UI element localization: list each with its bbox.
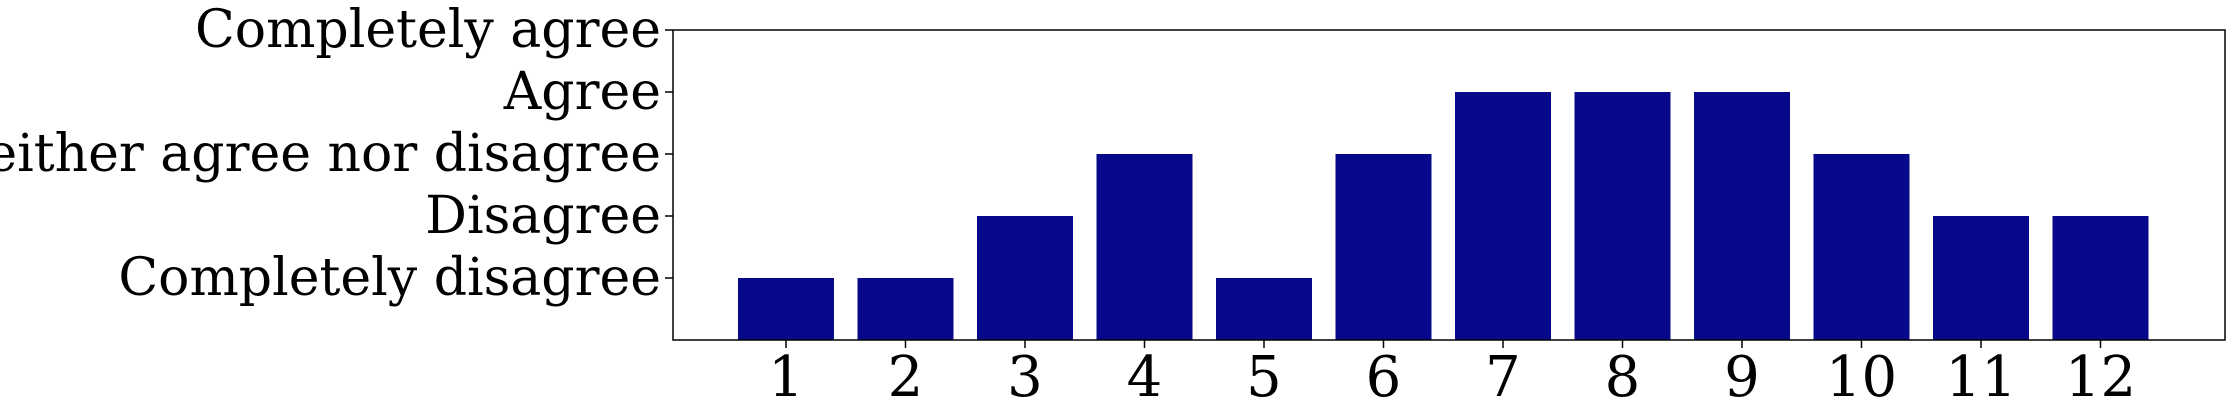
bar-7 — [1455, 92, 1551, 340]
x-tick-label: 12 — [2065, 345, 2136, 410]
y-tick-label: Neither agree nor disagree — [0, 124, 661, 184]
bars-layer — [738, 92, 2149, 340]
y-tick-label: Completely disagree — [118, 248, 661, 308]
plot-frame — [672, 29, 2226, 341]
bar-2 — [857, 278, 954, 340]
x-tick-label: 10 — [1826, 345, 1897, 410]
x-tick-label: 8 — [1605, 345, 1641, 410]
x-tick-label: 3 — [1007, 345, 1043, 410]
bar-3 — [977, 216, 1073, 340]
bar-9 — [1694, 92, 1790, 340]
bar-8 — [1574, 92, 1671, 340]
x-tick-label: 9 — [1724, 345, 1760, 410]
bar-4 — [1096, 154, 1193, 340]
x-tick-label: 4 — [1127, 345, 1163, 410]
bar-6 — [1335, 154, 1432, 340]
y-tick-label: Completely agree — [195, 0, 661, 60]
bar-5 — [1216, 278, 1312, 340]
bar-10 — [1813, 154, 1910, 340]
x-axis: 1 2 3 4 5 6 7 8 9 10 11 12 — [768, 340, 2136, 410]
y-tick-label: Agree — [503, 62, 661, 122]
x-tick-label: 6 — [1366, 345, 1402, 410]
x-tick-label: 7 — [1485, 345, 1521, 410]
bar-11 — [1933, 216, 2029, 340]
x-tick-label: 1 — [768, 345, 804, 410]
y-tick-label: Disagree — [425, 186, 661, 246]
x-tick-label: 5 — [1246, 345, 1282, 410]
x-tick-label: 11 — [1945, 345, 2016, 410]
bar-12 — [2052, 216, 2149, 340]
bar-1 — [738, 278, 834, 340]
x-tick-label: 2 — [888, 345, 924, 410]
